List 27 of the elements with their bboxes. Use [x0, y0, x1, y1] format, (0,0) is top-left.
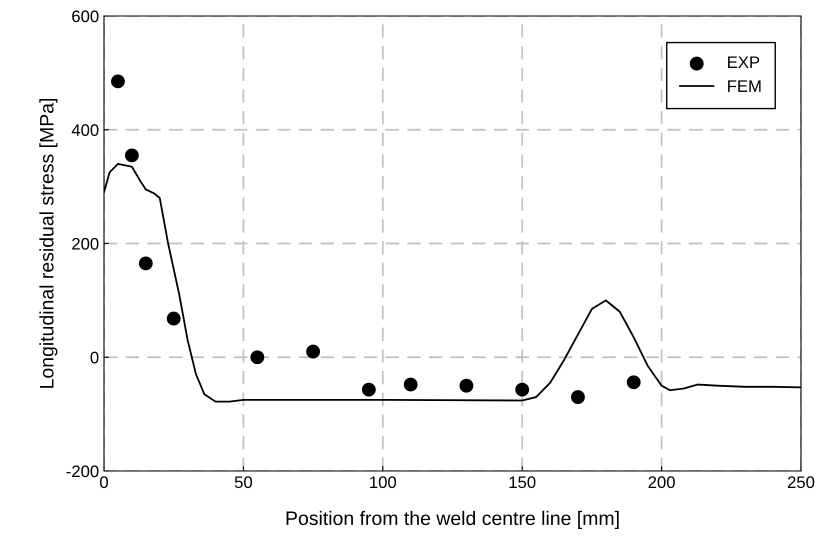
y-tick-label: 0	[90, 352, 98, 364]
y-axis-title: Longitudinal residual stress [MPa]	[39, 98, 58, 388]
legend-label: FEM	[728, 80, 761, 92]
y-tick-label: -200	[66, 465, 98, 478]
point	[515, 382, 530, 397]
point	[571, 390, 585, 404]
point	[306, 344, 320, 358]
point	[404, 378, 418, 392]
x-tick-label: 100	[370, 476, 396, 488]
y-tick-label: 600	[72, 10, 98, 22]
legend-label: EXP	[728, 56, 760, 68]
point	[460, 378, 474, 393]
point	[111, 74, 125, 88]
point	[124, 148, 139, 162]
x-tick-label: 150	[510, 476, 536, 488]
y-tick-label: 400	[72, 124, 98, 136]
x-tick-label: 250	[788, 476, 814, 488]
point	[138, 256, 153, 270]
y-tick-label: 200	[72, 238, 98, 250]
point	[626, 375, 641, 390]
x-axis-title: Position from the weld centre line [mm]	[286, 510, 619, 529]
x-tick-label: 50	[234, 476, 252, 488]
point	[166, 312, 181, 326]
x-tick-label: 0	[100, 476, 108, 488]
point	[250, 350, 264, 364]
point	[362, 382, 376, 397]
x-tick-label: 200	[648, 476, 675, 488]
